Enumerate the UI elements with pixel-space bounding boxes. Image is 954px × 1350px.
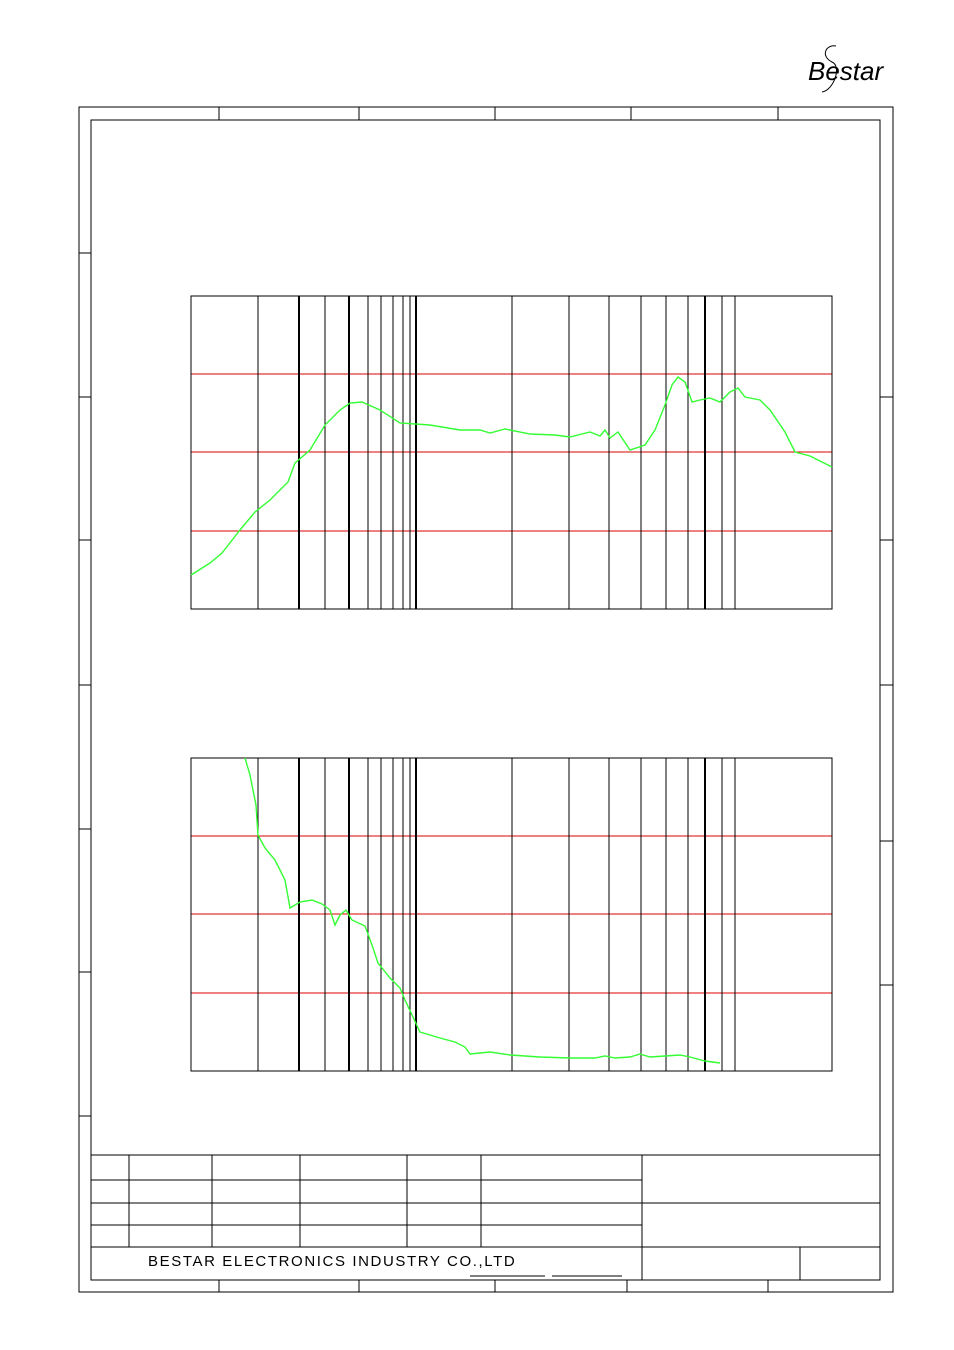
inner-border [90, 119, 881, 1281]
curve [244, 757, 721, 1064]
chart-top [190, 295, 833, 610]
curve [190, 376, 833, 576]
logo: Bestar [808, 56, 884, 86]
zone-ticks [79, 107, 893, 1292]
logo-swash [821, 45, 837, 93]
outer-border [78, 106, 894, 1293]
company-name: BESTAR ELECTRONICS INDUSTRY CO.,LTD [148, 1253, 516, 1270]
chart-bottom [190, 757, 833, 1072]
title-block [91, 1154, 880, 1280]
